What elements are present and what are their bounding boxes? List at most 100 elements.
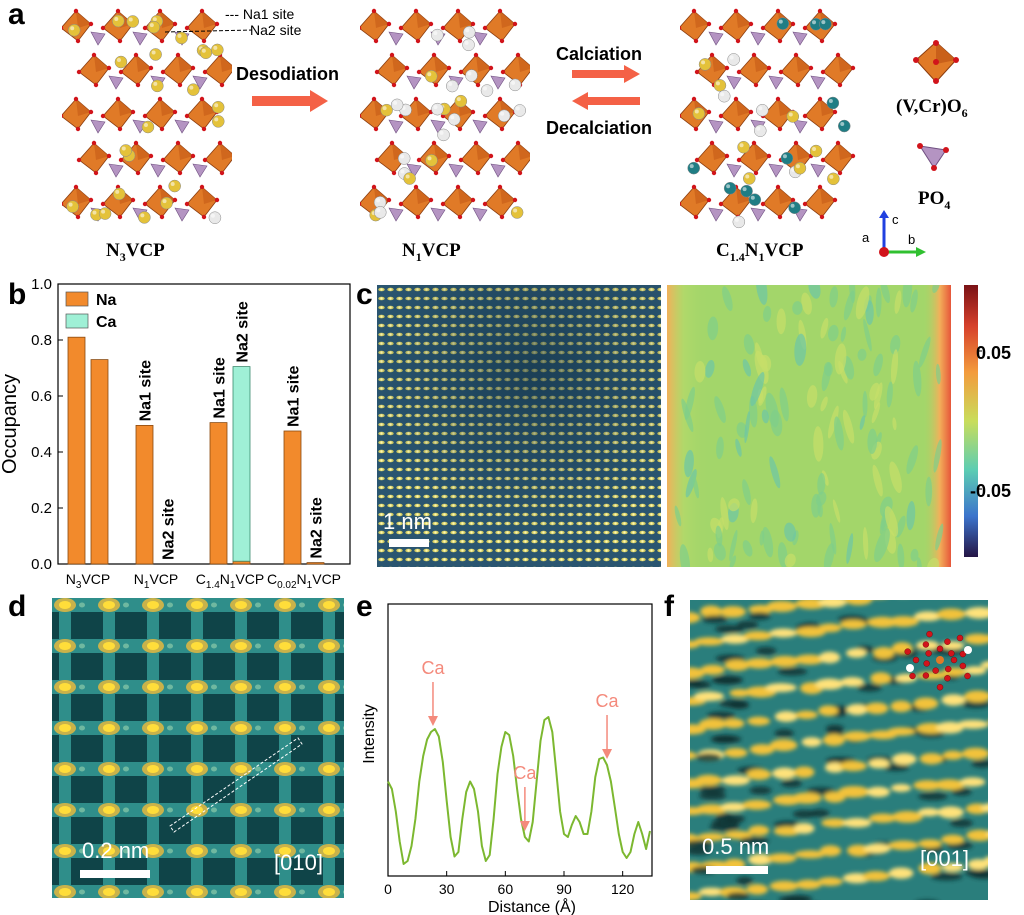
cation-site xyxy=(448,113,461,126)
tetrahedron-legend-icon xyxy=(917,143,949,171)
desodiation-arrow xyxy=(252,90,328,112)
stem-image-001: 0.5 nm [001] xyxy=(690,600,988,900)
octahedron xyxy=(162,142,194,174)
octahedron xyxy=(780,54,812,86)
scale-bar-label-c: 1 nm xyxy=(383,509,432,534)
cation-site xyxy=(780,152,794,165)
cation-site xyxy=(776,17,790,30)
cation-site xyxy=(740,184,753,198)
caption-c14n1vcp: C1.4N1VCP xyxy=(716,240,804,264)
panel-label-d: d xyxy=(8,590,27,623)
tetrahedron xyxy=(430,207,446,222)
tetrahedron xyxy=(406,163,422,178)
y-axis-label: Occupancy xyxy=(0,374,21,474)
cation-site xyxy=(211,100,225,114)
cation-site xyxy=(114,55,128,69)
tetrahedron xyxy=(192,163,208,178)
calciation-label: Calciation xyxy=(556,44,643,64)
na2-site-annotation: Na2 site xyxy=(250,22,302,38)
cation-site xyxy=(425,154,438,167)
octahedron-legend-icon xyxy=(913,40,959,84)
octahedron xyxy=(400,186,432,218)
tetrahedron xyxy=(726,163,742,178)
lattice xyxy=(680,8,856,229)
y-tick-label: 0.6 xyxy=(31,388,52,405)
cation-site xyxy=(187,83,200,96)
cation-site xyxy=(454,94,468,108)
cation-site xyxy=(66,200,79,213)
cation-site xyxy=(160,196,173,210)
cation-site xyxy=(380,103,393,117)
tetrahedron xyxy=(448,163,464,178)
cation-site xyxy=(445,79,459,93)
cation-site xyxy=(737,140,750,154)
cation-site xyxy=(756,104,769,117)
tetrahedron xyxy=(472,207,488,222)
tetrahedron xyxy=(810,75,826,90)
cation-site xyxy=(212,115,225,128)
tetrahedron xyxy=(174,119,190,134)
cation-site xyxy=(119,144,133,157)
tetrahedron xyxy=(768,75,784,90)
tetrahedron xyxy=(174,207,190,222)
bar-site-label: Na1 site xyxy=(212,357,229,418)
octahedron xyxy=(162,54,194,86)
bar-site-label: Na2 site xyxy=(235,301,252,362)
ca-peak-label: Ca xyxy=(596,691,620,711)
cation-site xyxy=(141,120,155,134)
y-tick-label: 1.0 xyxy=(31,278,52,293)
cation-site xyxy=(827,172,840,186)
legend-swatch xyxy=(65,313,89,329)
y-tick-label: 0.2 xyxy=(31,500,52,517)
caption-n1vcp: N1VCP xyxy=(402,240,461,264)
tetrahedron xyxy=(768,163,784,178)
octahedron xyxy=(484,186,516,218)
tetrahedron xyxy=(708,31,724,46)
ca-peak-label: Ca xyxy=(513,763,537,783)
cation-site xyxy=(743,172,756,185)
cation-site xyxy=(819,17,832,31)
stem-image-010: 0.2 nm [010] xyxy=(52,598,344,898)
bar-site-label: Na1 site xyxy=(286,366,303,427)
zone-axis-f: [001] xyxy=(920,846,969,871)
desodiation-label: Desodiation xyxy=(236,64,340,84)
tetrahedron xyxy=(708,207,724,222)
plot-frame xyxy=(57,283,351,565)
legend-label: Na xyxy=(96,292,117,309)
decalciation-arrow xyxy=(572,92,640,110)
haadf-stem-image: 1 nm xyxy=(377,285,661,567)
octahedron xyxy=(680,10,710,42)
cation-site xyxy=(403,172,416,185)
octahedron xyxy=(762,186,794,218)
tetrahedron xyxy=(792,31,808,46)
decalciation-label: Decalciation xyxy=(546,118,653,138)
cation-site xyxy=(687,161,700,175)
cation-site xyxy=(513,104,527,117)
octahedron xyxy=(442,186,474,218)
bar-ca xyxy=(232,366,251,562)
cation-site xyxy=(112,187,126,201)
caption-n3vcp: N3VCP xyxy=(106,240,165,264)
tetrahedron xyxy=(792,119,808,134)
cation-site xyxy=(727,53,740,66)
octahedron xyxy=(720,10,752,42)
na1-site-annotation: --- Na1 site xyxy=(225,6,295,22)
cation-site xyxy=(431,102,444,116)
cation-site xyxy=(723,181,737,195)
profile-y-axis-label: Intensity xyxy=(361,704,378,764)
tetrahedron xyxy=(472,119,488,134)
panel-label-a: a xyxy=(8,0,25,31)
tetrahedron xyxy=(192,75,208,90)
axes-triad: c a b xyxy=(862,210,926,257)
octahedron xyxy=(822,54,854,86)
tetrahedron xyxy=(150,163,166,178)
tetrahedron xyxy=(132,31,148,46)
scale-bar-label-f: 0.5 nm xyxy=(702,834,770,859)
cation-site xyxy=(754,124,767,137)
octahedron xyxy=(186,98,218,130)
cation-site xyxy=(837,119,851,133)
octahedron xyxy=(62,98,92,130)
cation-site xyxy=(397,152,411,165)
scale-bar-f xyxy=(706,866,768,874)
tetrahedron xyxy=(750,31,766,46)
